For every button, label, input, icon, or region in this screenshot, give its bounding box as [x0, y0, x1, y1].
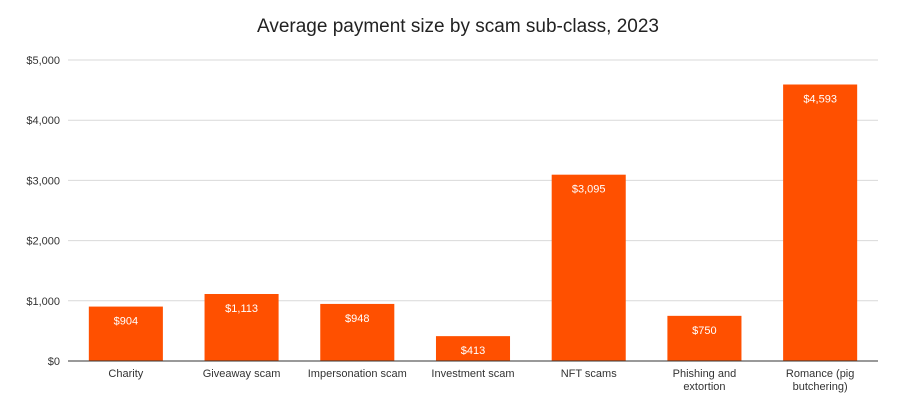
x-tick-label: Impersonation scam — [308, 368, 407, 380]
bar — [88, 306, 163, 361]
y-tick-label: $5,000 — [26, 55, 60, 67]
x-tick-label: NFT scams — [561, 368, 618, 380]
y-tick-label: $3,000 — [26, 175, 60, 187]
x-tick-label: Charity — [108, 368, 143, 380]
data-label: $948 — [345, 313, 369, 325]
bar — [204, 293, 279, 361]
x-tick-label: butchering) — [793, 381, 848, 393]
data-label: $750 — [692, 325, 716, 337]
bar — [551, 174, 626, 361]
y-tick-label: $0 — [48, 356, 60, 368]
data-label: $4,593 — [803, 94, 837, 106]
bar — [435, 336, 511, 361]
x-tick-label: Phishing and — [673, 368, 737, 380]
y-tick-label: $2,000 — [26, 236, 60, 248]
x-tick-label: extortion — [683, 381, 725, 393]
y-tick-label: $4,000 — [26, 115, 60, 127]
data-label: $413 — [461, 345, 485, 357]
bar — [667, 315, 742, 361]
x-tick-label: Giveaway scam — [203, 368, 281, 380]
x-tick-label: Romance (pig — [786, 368, 854, 380]
data-label: $3,095 — [572, 184, 606, 196]
data-label: $904 — [114, 316, 138, 328]
y-tick-label: $1,000 — [26, 296, 60, 308]
bar — [783, 84, 858, 361]
chart-title: Average payment size by scam sub-class, … — [256, 16, 659, 37]
x-tick-label: Investment scam — [431, 368, 514, 380]
bar — [320, 303, 395, 361]
data-label: $1,113 — [225, 303, 258, 315]
